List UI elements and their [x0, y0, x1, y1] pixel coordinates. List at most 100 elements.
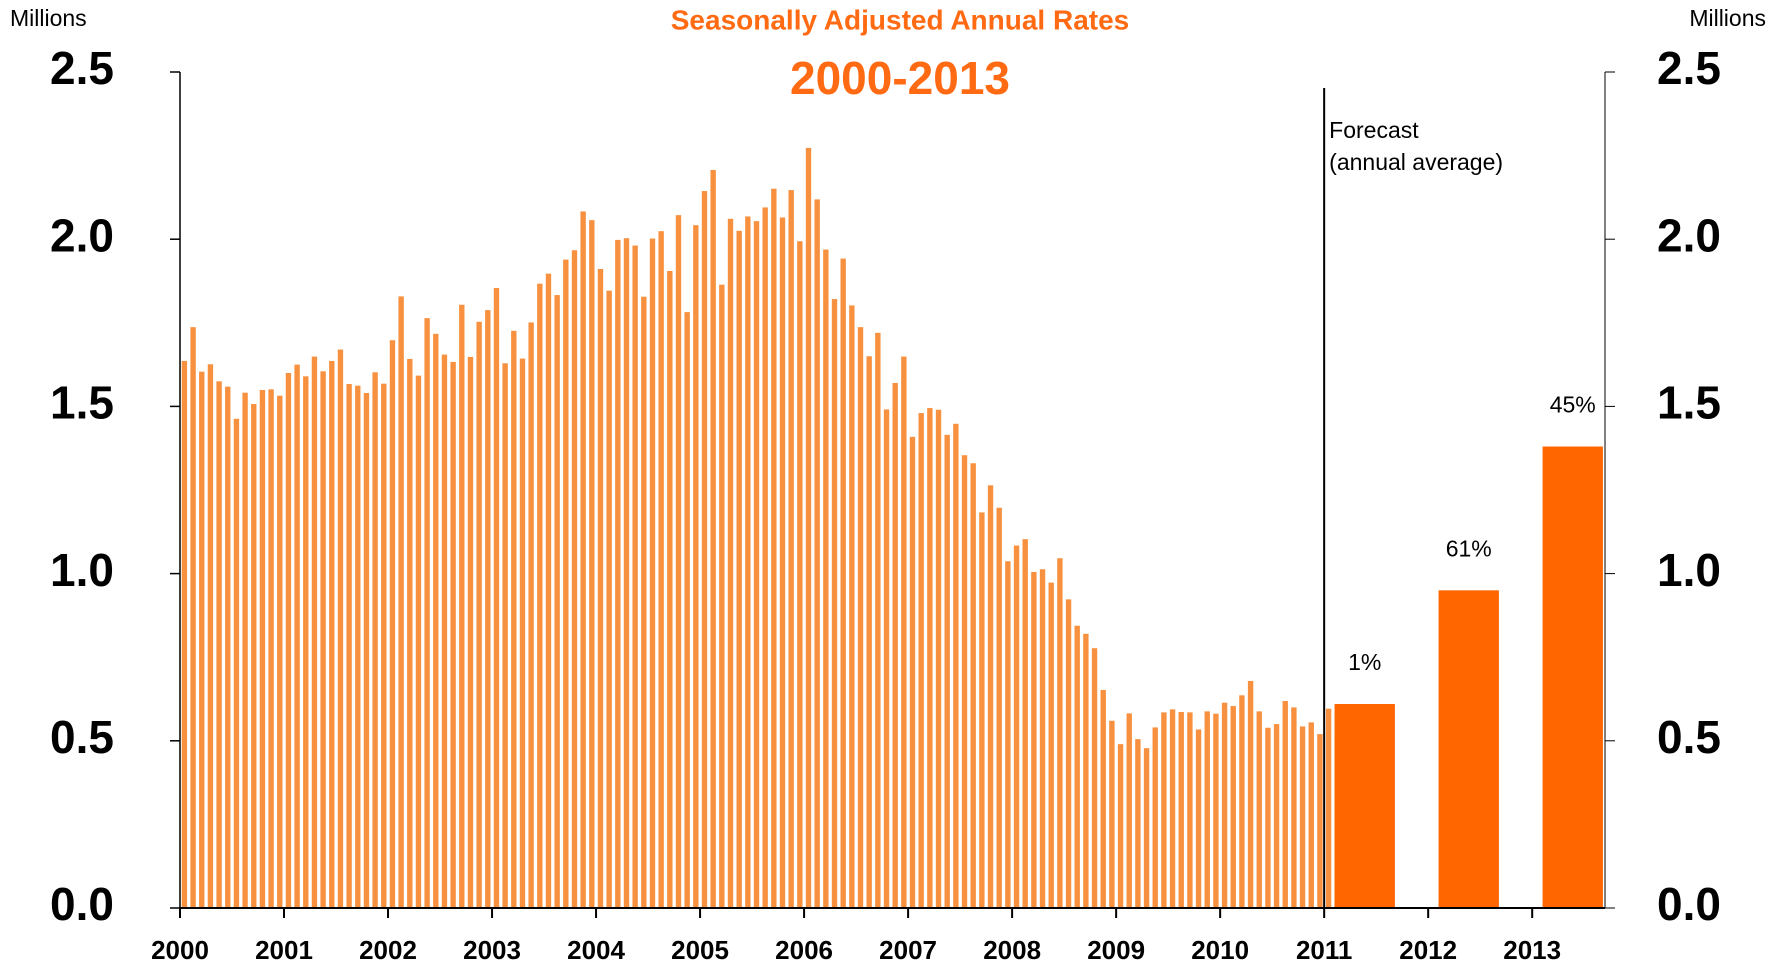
monthly-bar [1031, 571, 1037, 908]
monthly-bar [597, 268, 604, 908]
monthly-bar [320, 371, 326, 909]
monthly-bar [225, 386, 231, 908]
monthly-bar [415, 375, 422, 908]
growth-label: 45% [1550, 392, 1596, 418]
forecast-bar [1542, 446, 1603, 908]
monthly-bar [753, 221, 760, 908]
monthly-bar [554, 295, 560, 908]
monthly-bar [849, 305, 855, 908]
monthly-bar [719, 284, 725, 908]
y2-tick-label: 1.0 [1657, 544, 1721, 596]
monthly-bar [1048, 582, 1054, 908]
monthly-bar [329, 360, 335, 908]
y-tick-label: 2.0 [50, 209, 114, 261]
x-tick-label: 2002 [359, 935, 417, 965]
monthly-bar [1169, 709, 1176, 908]
monthly-bar [606, 290, 612, 908]
x-tick-label: 2004 [567, 935, 625, 965]
monthly-bar [467, 356, 474, 908]
monthly-bar [1221, 702, 1228, 908]
monthly-bar [493, 288, 500, 908]
monthly-bar [1083, 633, 1089, 908]
monthly-bar [511, 330, 517, 909]
monthly-bar [771, 188, 777, 909]
monthly-bar [1057, 558, 1063, 908]
y2-tick-label: 2.5 [1657, 42, 1721, 94]
monthly-bar [918, 413, 924, 908]
monthly-bar [1195, 729, 1202, 908]
y2-tick-label: 0.0 [1657, 878, 1721, 930]
x-tick-label: 2009 [1087, 935, 1145, 965]
monthly-bar [970, 463, 976, 908]
monthly-bar [701, 191, 708, 909]
monthly-bar [1039, 569, 1046, 908]
forecast-bar [1334, 704, 1395, 908]
monthly-bar [450, 361, 456, 908]
y2-tick-label: 0.5 [1657, 711, 1721, 763]
monthly-bar [259, 390, 266, 908]
monthly-bar [1230, 706, 1236, 908]
monthly-bar [1126, 713, 1132, 908]
monthly-bar [355, 385, 361, 908]
monthly-bar [762, 207, 768, 908]
monthly-bar [528, 322, 534, 909]
monthly-bar [207, 364, 214, 908]
monthly-bar [675, 215, 682, 909]
y-tick-label: 1.0 [50, 544, 114, 596]
monthly-bar [190, 327, 196, 908]
monthly-bar [1117, 744, 1124, 908]
forecast-bar [1438, 590, 1499, 908]
chart-subtitle: 2000-2013 [790, 52, 1010, 104]
monthly-bar [372, 372, 378, 908]
monthly-bar [1074, 625, 1080, 908]
monthly-bar [866, 356, 872, 908]
monthly-bar [797, 241, 803, 908]
monthly-bar [814, 199, 820, 909]
monthly-bar [710, 169, 716, 909]
forecast-annotation: (annual average) [1329, 149, 1503, 175]
monthly-bar [1091, 648, 1098, 908]
monthly-bar [398, 296, 404, 908]
monthly-bar [1213, 713, 1219, 908]
monthly-bar [1187, 712, 1193, 908]
monthly-bar [745, 216, 751, 908]
monthly-bar [736, 230, 742, 909]
monthly-bar [944, 434, 950, 908]
monthly-bar [840, 258, 846, 908]
monthly-bar [502, 363, 508, 908]
monthly-bar [927, 408, 933, 908]
monthly-bar [935, 409, 942, 908]
y2-axis-label: Millions [1689, 5, 1766, 31]
forecast-annotation: Forecast [1329, 117, 1419, 143]
monthly-bar [294, 364, 300, 909]
x-tick-label: 2007 [879, 935, 937, 965]
x-tick-label: 2012 [1399, 935, 1457, 965]
monthly-bar [407, 358, 413, 909]
monthly-bar [1013, 545, 1020, 908]
monthly-bar [519, 358, 526, 908]
monthly-bar [649, 238, 656, 909]
monthly-bar [779, 217, 786, 909]
monthly-bar [641, 296, 647, 908]
x-tick-label: 2013 [1503, 935, 1561, 965]
monthly-bar [268, 389, 274, 909]
monthly-bar [892, 382, 898, 908]
monthly-bar [979, 512, 985, 908]
monthly-bar [1005, 561, 1011, 908]
monthly-bar [363, 393, 370, 908]
monthly-bar [459, 304, 465, 908]
monthly-bar [1143, 748, 1150, 908]
monthly-bar [1291, 707, 1297, 908]
monthly-bar [1204, 711, 1210, 908]
y-tick-label: 1.5 [50, 377, 114, 429]
monthly-bar [563, 259, 569, 908]
monthly-bar [580, 211, 586, 908]
monthly-bar [615, 239, 621, 909]
monthly-bar [901, 356, 907, 908]
monthly-bar [181, 360, 188, 908]
y2-tick-label: 1.5 [1657, 377, 1721, 429]
monthly-bar [441, 354, 448, 908]
monthly-bar [684, 312, 690, 908]
monthly-bar [476, 321, 482, 908]
monthly-bar [883, 409, 890, 908]
